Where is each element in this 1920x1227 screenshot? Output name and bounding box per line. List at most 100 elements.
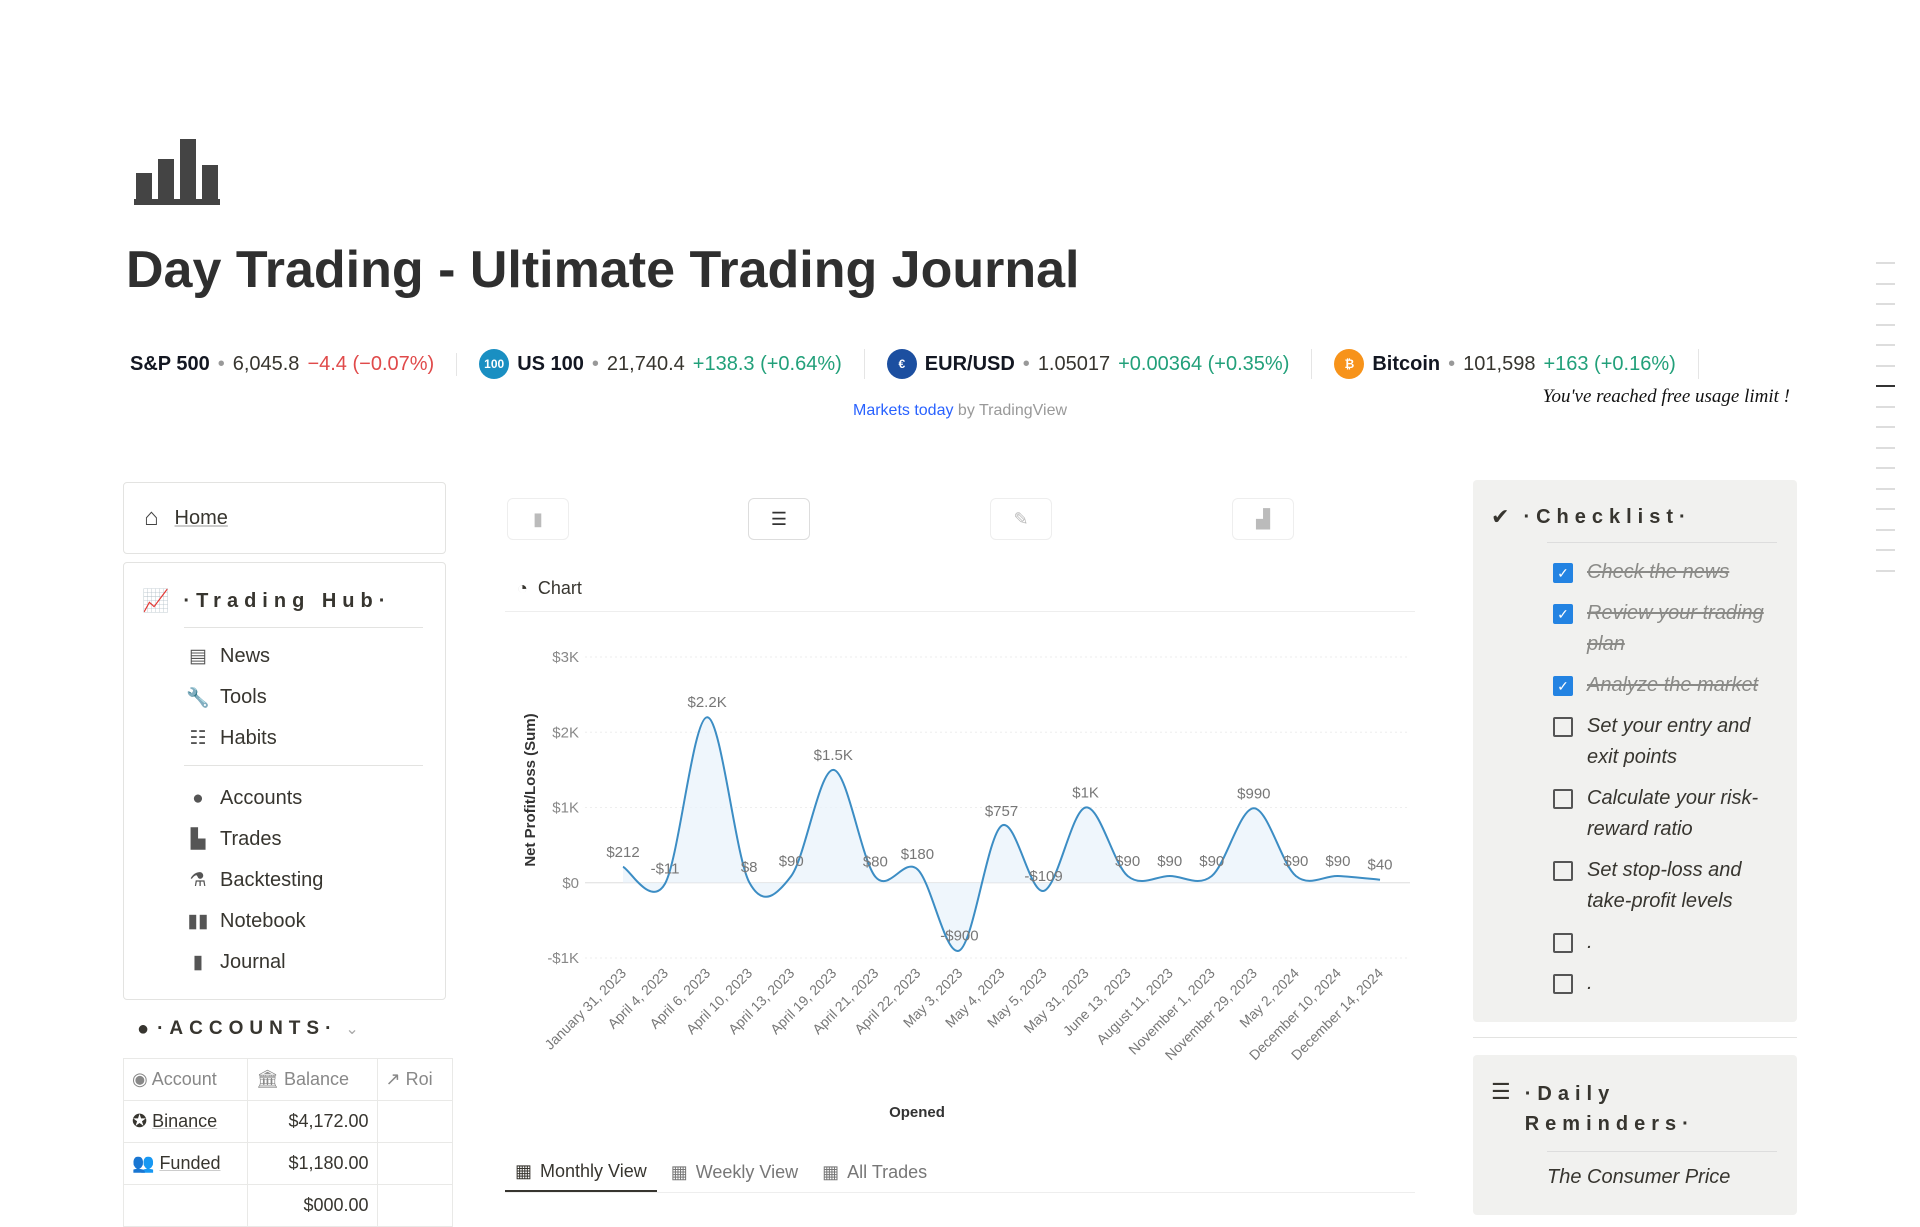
toc-marker[interactable] bbox=[1876, 344, 1895, 346]
y-tick-label: $0 bbox=[562, 875, 579, 892]
toc-marker[interactable] bbox=[1876, 406, 1895, 408]
toc-marker[interactable] bbox=[1876, 365, 1895, 367]
checklist-tab-button[interactable]: ☰ bbox=[748, 498, 810, 540]
checklist-item[interactable]: . bbox=[1553, 927, 1777, 958]
ticker-price: 21,740.4 bbox=[607, 353, 685, 376]
tab-monthly-view[interactable]: ▦Monthly View bbox=[505, 1152, 657, 1192]
checklist-text: Analyze the market bbox=[1587, 670, 1758, 701]
calendar-icon: ▦ bbox=[822, 1162, 839, 1183]
checkbox[interactable]: ✓ bbox=[1553, 563, 1573, 583]
markets-today-link[interactable]: Markets today bbox=[853, 402, 953, 419]
checklist-item[interactable]: . bbox=[1553, 968, 1777, 999]
col-balance[interactable]: 🏛 Balance bbox=[248, 1059, 377, 1101]
nav-item-habits[interactable]: ☷Habits bbox=[124, 718, 445, 759]
toc-marker[interactable] bbox=[1876, 529, 1895, 531]
edit-tab-button[interactable]: ✎ bbox=[990, 498, 1052, 540]
table-row[interactable]: ✪ Binance$4,172.00 bbox=[124, 1101, 453, 1143]
toc-marker[interactable] bbox=[1876, 570, 1895, 572]
checklist-text: . bbox=[1587, 927, 1593, 958]
divider bbox=[1473, 1037, 1797, 1038]
table-row[interactable]: $000.00 bbox=[124, 1185, 453, 1227]
nav-label: Notebook bbox=[220, 910, 306, 933]
nav-item-trades[interactable]: ▙Trades bbox=[124, 819, 445, 860]
toc-marker[interactable] bbox=[1876, 283, 1895, 285]
ticker-item[interactable]: S&P 500•6,045.8−4.4 (−0.07%) bbox=[130, 353, 457, 376]
nav-item-notebook[interactable]: ▮▮ Notebook bbox=[124, 901, 445, 942]
table-row[interactable]: 👥 Funded$1,180.00 bbox=[124, 1143, 453, 1185]
checkbox[interactable]: ✓ bbox=[1553, 604, 1573, 624]
account-icon: ✪ bbox=[132, 1111, 147, 1131]
symbol-logo-icon: € bbox=[887, 349, 917, 379]
ticker-name: S&P 500 bbox=[130, 353, 210, 376]
journal-icon: ▮ bbox=[186, 951, 210, 974]
check-badge-icon: ✔ bbox=[1491, 504, 1509, 530]
nav-label: Backtesting bbox=[220, 869, 323, 892]
ticker-change: +163 (+0.16%) bbox=[1543, 353, 1675, 376]
ticker-change: +138.3 (+0.64%) bbox=[693, 353, 842, 376]
nav-item-backtesting[interactable]: ⚗Backtesting bbox=[124, 860, 445, 901]
checkbox[interactable] bbox=[1553, 861, 1573, 881]
tab-all-trades[interactable]: ▦All Trades bbox=[812, 1152, 937, 1192]
toc-marker[interactable] bbox=[1876, 549, 1895, 551]
checkbox[interactable] bbox=[1553, 717, 1573, 737]
toc-marker[interactable] bbox=[1876, 303, 1895, 305]
nav-item-accounts[interactable]: ●Accounts bbox=[124, 778, 445, 819]
symbol-logo-icon: 100 bbox=[479, 349, 509, 379]
nav-item-news[interactable]: ▤News bbox=[124, 636, 445, 677]
checklist-item[interactable]: ✓Check the news bbox=[1553, 557, 1777, 588]
notebook-icon: ▮▮ bbox=[186, 910, 210, 933]
book-tab-button[interactable]: ▮ bbox=[507, 498, 569, 540]
trading-hub: 📈·Trading Hub· ▤News🔧Tools☷Habits ●Accou… bbox=[123, 562, 446, 1000]
checkbox[interactable]: ✓ bbox=[1553, 676, 1573, 696]
data-label: $90 bbox=[1199, 853, 1224, 870]
home-link[interactable]: Home bbox=[175, 507, 228, 530]
chart-tab-button[interactable]: ▟ bbox=[1232, 498, 1294, 540]
col-roi[interactable]: ↗ Roi bbox=[377, 1059, 452, 1101]
checkbox[interactable] bbox=[1553, 789, 1573, 809]
ticker-change: −4.4 (−0.07%) bbox=[307, 353, 434, 376]
nav-label: Tools bbox=[220, 686, 267, 709]
ticker-item[interactable]: ₿Bitcoin•101,598+163 (+0.16%) bbox=[1312, 349, 1698, 379]
nav-label: Accounts bbox=[220, 787, 302, 810]
checkbox[interactable] bbox=[1553, 974, 1573, 994]
toc-marker[interactable] bbox=[1876, 447, 1895, 449]
checklist-item[interactable]: Set your entry and exit points bbox=[1553, 711, 1777, 773]
toc-marker[interactable] bbox=[1876, 324, 1895, 326]
checklist-item[interactable]: ✓Review your trading plan bbox=[1553, 598, 1777, 660]
accounts-title: ·ACCOUNTS· bbox=[157, 1018, 337, 1040]
nav-label: Journal bbox=[220, 951, 286, 974]
tab-weekly-view[interactable]: ▦Weekly View bbox=[661, 1152, 808, 1192]
data-label: $180 bbox=[901, 846, 934, 863]
data-label: $90 bbox=[1157, 853, 1182, 870]
pie-chart-icon: ◔ bbox=[517, 578, 528, 599]
calendar-icon: ▦ bbox=[515, 1161, 532, 1182]
toc-marker[interactable] bbox=[1876, 385, 1895, 387]
checkbox[interactable] bbox=[1553, 933, 1573, 953]
toc-marker[interactable] bbox=[1876, 488, 1895, 490]
data-label: $1K bbox=[1072, 785, 1099, 802]
toc-marker[interactable] bbox=[1876, 426, 1895, 428]
nav-item-journal[interactable]: ▮ Journal bbox=[124, 942, 445, 983]
home-link-box[interactable]: ⌂ Home bbox=[123, 482, 446, 554]
data-label: -$900 bbox=[940, 927, 978, 944]
attribution-text: by TradingView bbox=[953, 402, 1067, 419]
toc-marker[interactable] bbox=[1876, 262, 1895, 264]
accounts-table: ◉ Account🏛 Balance↗ Roi ✪ Binance$4,172.… bbox=[123, 1058, 453, 1227]
checklist-item[interactable]: ✓ Analyze the market bbox=[1553, 670, 1777, 701]
checklist-item[interactable]: Calculate your risk-reward ratio bbox=[1553, 783, 1777, 845]
data-label: $40 bbox=[1367, 857, 1392, 874]
chart-view-header[interactable]: ◔Chart bbox=[505, 566, 1415, 612]
data-label: $8 bbox=[741, 859, 758, 876]
data-label: $2.2K bbox=[688, 694, 727, 711]
toc-marker[interactable] bbox=[1876, 508, 1895, 510]
checklist-item[interactable]: Set stop-loss and take-profit levels bbox=[1553, 855, 1777, 917]
col-account[interactable]: ◉ Account bbox=[124, 1059, 248, 1101]
page-icon bbox=[132, 137, 222, 212]
checklist-title: ·Checklist· bbox=[1523, 506, 1691, 529]
chevron-down-icon[interactable]: ⌄ bbox=[345, 1019, 358, 1039]
toc-marker[interactable] bbox=[1876, 467, 1895, 469]
nav-item-tools[interactable]: 🔧Tools bbox=[124, 677, 445, 718]
ticker-item[interactable]: €EUR/USD•1.05017+0.00364 (+0.35%) bbox=[865, 349, 1313, 379]
